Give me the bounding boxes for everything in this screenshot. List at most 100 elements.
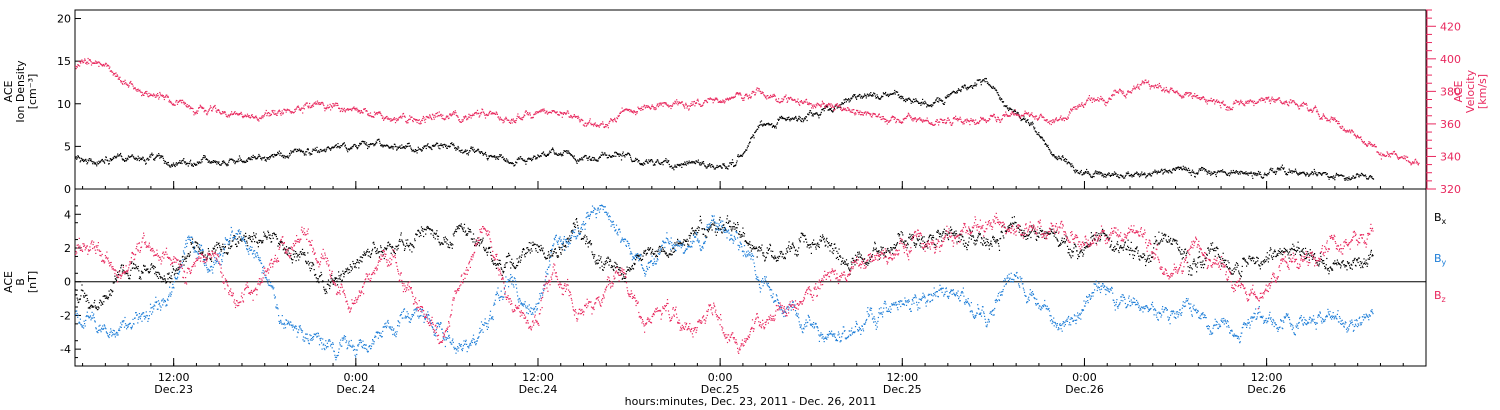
density-point-point [1122,175,1124,177]
velocity-point-point [323,107,325,109]
velocity-point-point [1301,102,1303,105]
velocity-point-point [664,103,666,105]
velocity-point-point [943,122,945,124]
density-point-point [943,103,945,105]
density-point-point [192,165,194,167]
velocity-point-point [468,116,471,118]
density-point-point [426,145,428,147]
density-point-point [622,153,624,155]
velocity-point-point [974,123,976,125]
density-point-point [871,94,874,96]
velocity-point-point [593,125,595,127]
velocity-point-point [431,118,433,121]
bx-point-point [145,269,147,271]
velocity-point-point [116,75,118,77]
velocity-point-point [1060,118,1063,120]
velocity-point-point [827,104,829,106]
velocity-point-point [1167,90,1170,93]
density-point-point [280,152,282,154]
bx-point-point [110,294,112,297]
density-point-point [197,162,199,164]
density-point-point [1121,175,1123,177]
velocity-point-point [447,115,449,117]
density-point-point [459,150,461,152]
density-point-point [965,87,968,89]
velocity-point-point [483,113,485,115]
density-point-point [1304,173,1306,176]
density-point-point [328,147,330,149]
velocity-point-point [1157,87,1159,89]
velocity-point-point [919,117,921,119]
density-point-point [1154,171,1157,173]
velocity-point-point [1138,86,1140,88]
velocity-point-point [1395,153,1397,155]
density-point-point [1219,171,1221,173]
density-point-point [1021,119,1023,121]
bx-point-point [129,274,131,276]
velocity-point-point [204,109,206,112]
velocity-point-point [703,102,705,104]
velocity-point-point [301,107,303,109]
velocity-point-point [1405,160,1408,162]
density-point-point [867,93,869,96]
bx-point-point [84,292,86,294]
velocity-point-point [1415,162,1417,164]
density-point-point [1157,170,1159,172]
velocity-point-point [119,76,121,78]
velocity-point-point [1413,162,1415,165]
density-point-point [1227,174,1229,176]
velocity-point-point [145,92,147,94]
density-point-point [637,161,639,163]
velocity-point-point [1354,134,1356,137]
density-point-point [461,149,463,151]
velocity-point-point [1020,115,1022,117]
bx-point-point [116,277,118,279]
density-point-point [252,156,254,158]
density-point-point [1208,170,1211,172]
velocity-point-point [1088,95,1090,97]
density-point-point [552,148,554,150]
bx-point-point [109,294,111,296]
velocity-point-point [1346,129,1348,131]
velocity-point-point [1156,87,1158,89]
density-point-point [425,147,427,150]
velocity-point-point [1185,93,1187,95]
velocity-point-point [546,110,548,112]
velocity-point-point [1411,162,1413,164]
density-point-point [558,153,560,155]
density-point-point [1006,105,1008,107]
density-point-point [113,155,115,158]
density-point-point [215,161,217,164]
velocity-point-point [1317,113,1319,115]
density-point-point [712,165,714,167]
density-point-point [640,164,642,166]
velocity-point-point [441,117,443,119]
density-point-point [143,159,146,161]
density-point-point [380,145,382,147]
density-point-point [1310,173,1312,175]
velocity-point-point [188,105,190,107]
density-point-point [84,160,86,162]
density-point-point [696,161,698,163]
density-point-point [264,156,266,158]
density-point-point [983,80,985,82]
density-point-point [161,155,163,157]
bx-point-point [83,296,85,298]
velocity-point-point [101,65,103,67]
velocity-point-point [851,109,853,111]
velocity-point-point [283,108,286,111]
velocity-point-point [559,111,561,113]
density-point-point [764,124,767,126]
velocity-point-point [332,103,334,105]
velocity-point-point [212,106,214,108]
density-point-point [352,145,354,147]
velocity-point-point [184,102,186,104]
density-point-point [780,116,782,119]
density-point-point [103,161,105,163]
density-point-point [565,150,567,152]
velocity-point-point [564,112,566,114]
density-point-point [1139,173,1141,175]
velocity-point-point [622,110,624,112]
density-point-point [274,155,276,157]
density-point-point [841,102,843,104]
